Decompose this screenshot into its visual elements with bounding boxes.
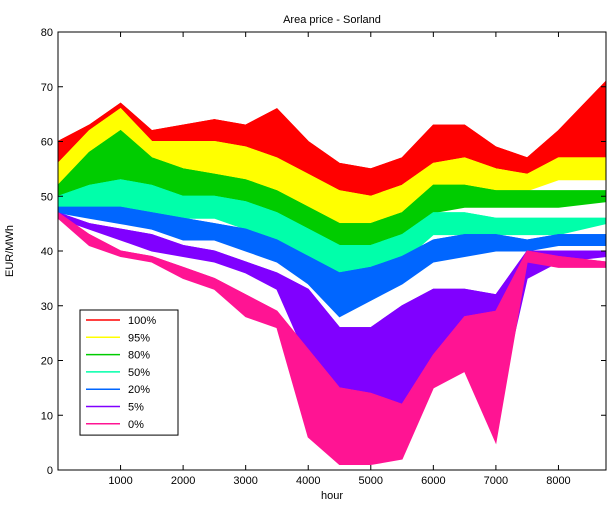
y-tick-label-4: 40	[41, 246, 53, 258]
x-tick-label-7: 8000	[546, 475, 570, 487]
series-line-2	[57, 129, 606, 225]
series-line-3	[57, 179, 606, 246]
y-tick-label-0: 0	[47, 465, 53, 477]
y-tick-label-1: 10	[41, 410, 53, 422]
axes-group: 1000 2000 3000 4000 5000 6000 7000 8000 0 10 20 30 4…	[41, 27, 606, 487]
series-line-1	[57, 108, 606, 197]
series-line-5	[57, 212, 606, 329]
legend-label-0: 100%	[128, 315, 156, 327]
y-tick-label-8: 80	[41, 27, 53, 39]
y-axis-label: EUR/MWh	[4, 225, 16, 277]
x-tick-label-0: 1000	[108, 475, 132, 487]
legend-label-1: 95%	[128, 332, 150, 344]
series-group	[57, 80, 607, 465]
legend-label-5: 5%	[128, 402, 144, 414]
x-tick-label-3: 4000	[296, 475, 320, 487]
legend: 100% 95% 80% 50% 20% 5% 0%	[79, 309, 179, 436]
legend-label-3: 50%	[128, 367, 150, 379]
x-tick-label-4: 5000	[359, 475, 383, 487]
y-tick-label-3: 30	[41, 301, 53, 313]
y-tick-label-2: 20	[41, 356, 53, 368]
x-tick-label-5: 6000	[421, 475, 445, 487]
legend-label-4: 20%	[128, 384, 150, 396]
x-axis-label: hour	[321, 490, 343, 502]
y-tick-label-6: 60	[41, 137, 53, 149]
legend-label-2: 80%	[128, 350, 150, 362]
series-line-4	[58, 206, 606, 274]
legend-label-6: 0%	[128, 419, 144, 431]
x-tick-label-6: 7000	[484, 475, 508, 487]
series-line-0	[57, 80, 607, 170]
x-tick-label-1: 2000	[171, 475, 195, 487]
series-line-6	[57, 212, 607, 405]
chart-title: Area price - Sorland	[283, 14, 381, 26]
x-tick-label-2: 3000	[233, 475, 257, 487]
y-tick-label-5: 50	[41, 191, 53, 203]
y-tick-label-7: 70	[41, 82, 53, 94]
